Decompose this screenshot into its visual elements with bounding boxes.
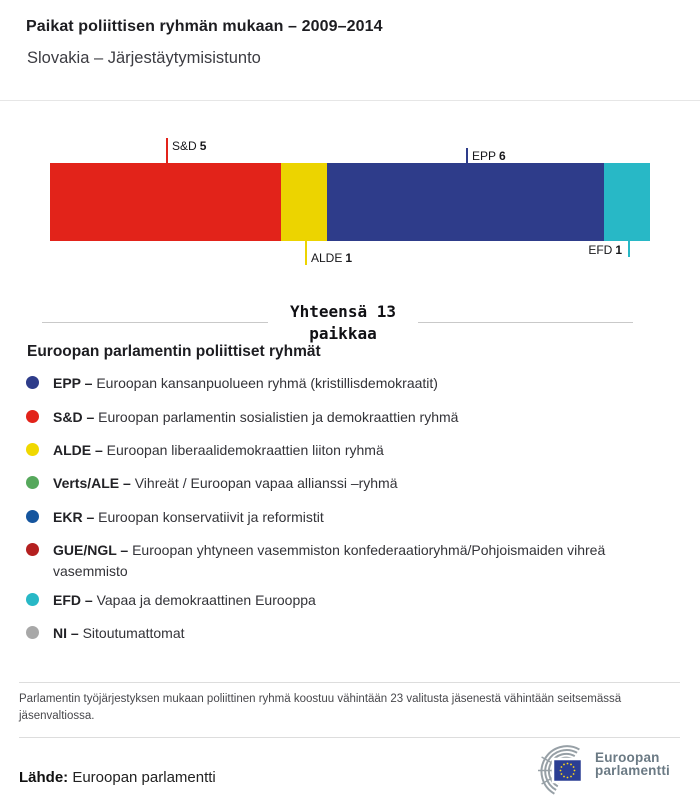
legend-item-vertsale: Verts/ALE – Vihreät / Euroopan vapaa all… (26, 473, 398, 494)
legend-item-label: GUE/NGL – Euroopan yhtyneen vasemmiston … (53, 542, 606, 579)
bar-segment-epp[interactable] (326, 163, 604, 241)
legend-item-label: EPP – Euroopan kansanpuolueen ryhmä (kri… (53, 375, 438, 391)
source-line: Lähde: Euroopan parlamentti (19, 769, 216, 786)
efd-callout-label: EFD 1 (588, 243, 622, 257)
alde-callout-label: ALDE 1 (311, 251, 352, 265)
epp-name: EPP (472, 149, 497, 163)
sd-callout-line (166, 138, 168, 163)
total-divider-left (42, 322, 268, 323)
total-seats-label: Yhteensä 13 paikkaa (258, 301, 428, 345)
sd-name: S&D (172, 139, 197, 153)
legend-item-label: Verts/ALE – Vihreät / Euroopan vapaa all… (53, 475, 398, 491)
alde-value: 1 (345, 251, 353, 265)
legend-item-label: S&D – Euroopan parlamentin sosialistien … (53, 409, 459, 425)
legend-item-sd: S&D – Euroopan parlamentin sosialistien … (26, 407, 458, 428)
legend-dot-icon (26, 476, 39, 489)
alde-callout-line (305, 241, 307, 265)
footnote-divider-top (19, 682, 680, 683)
legend-dot-icon (26, 626, 39, 639)
stacked-seat-bar (50, 163, 650, 241)
legend-item-ni: NI – Sitoutumattomat (26, 623, 185, 644)
sd-value: 5 (199, 139, 207, 153)
ep-hemicycle-icon (538, 745, 584, 795)
eu-flag-stars (559, 762, 576, 779)
epp-callout-label: EPP 6 (472, 149, 506, 163)
page-subtitle: Slovakia – Järjestäytymisistunto (27, 49, 261, 67)
total-seats-line1: Yhteensä 13 (290, 302, 396, 321)
sd-callout-label: S&D 5 (172, 139, 206, 153)
logo-wordmark-line2: parlamentti (595, 763, 670, 778)
legend-item-guengl: GUE/NGL – Euroopan yhtyneen vasemmiston … (26, 540, 678, 582)
legend-item-label: EKR – Euroopan konservatiivit ja reformi… (53, 509, 324, 525)
legend-dot-icon (26, 593, 39, 606)
logo-wordmark: Euroopan parlamentti (595, 750, 670, 778)
legend-item-label: ALDE – Euroopan liberaalidemokraattien l… (53, 442, 384, 458)
page-title: Paikat poliittisen ryhmän mukaan – 2009–… (26, 18, 383, 35)
bar-segment-alde[interactable] (280, 163, 327, 241)
legend-item-alde: ALDE – Euroopan liberaalidemokraattien l… (26, 440, 384, 461)
efd-value: 1 (615, 243, 622, 257)
legend-dot-icon (26, 376, 39, 389)
legend-item-epp: EPP – Euroopan kansanpuolueen ryhmä (kri… (26, 373, 438, 394)
eu-flag-icon (551, 757, 584, 784)
total-divider-right (418, 322, 633, 323)
header-divider (0, 100, 700, 101)
efd-callout-line (628, 241, 630, 257)
source-value: Euroopan parlamentti (68, 769, 216, 786)
footnote-text: Parlamentin työjärjestyksen mukaan polii… (19, 693, 622, 722)
legend-dot-icon (26, 443, 39, 456)
legend-item-efd: EFD – Vapaa ja demokraattinen Eurooppa (26, 590, 316, 611)
efd-name: EFD (588, 243, 613, 257)
legend-dot-icon (26, 543, 39, 556)
total-seats-line2: paikkaa (309, 324, 377, 343)
legend-dot-icon (26, 510, 39, 523)
footnote-divider-bottom (19, 737, 680, 738)
epp-callout-line (466, 148, 468, 163)
bar-segment-sd[interactable] (50, 163, 281, 241)
alde-name: ALDE (311, 251, 343, 265)
epp-value: 6 (499, 149, 506, 163)
legend-item-label: EFD – Vapaa ja demokraattinen Eurooppa (53, 592, 316, 608)
legend-item-ekr: EKR – Euroopan konservatiivit ja reformi… (26, 507, 324, 528)
logo-wordmark-line1: Euroopan (595, 750, 660, 765)
legend-heading: Euroopan parlamentin poliittiset ryhmät (27, 343, 321, 360)
european-parliament-logo: Euroopan parlamentti (513, 740, 698, 798)
source-label: Lähde: (19, 769, 69, 786)
bar-segment-efd[interactable] (603, 163, 650, 241)
legend-item-label: NI – Sitoutumattomat (53, 625, 185, 641)
legend-dot-icon (26, 410, 39, 423)
